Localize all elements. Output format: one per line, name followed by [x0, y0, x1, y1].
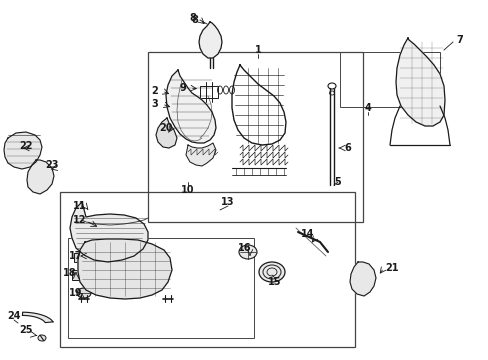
- Text: 3: 3: [151, 99, 158, 109]
- Bar: [148, 52, 362, 222]
- Ellipse shape: [77, 288, 91, 298]
- Text: 13: 13: [221, 197, 234, 207]
- Polygon shape: [349, 262, 375, 296]
- Text: 24: 24: [7, 311, 20, 321]
- Text: 11: 11: [73, 201, 86, 211]
- Bar: [339, 52, 439, 107]
- Text: 8: 8: [189, 13, 196, 23]
- Polygon shape: [165, 70, 216, 143]
- Polygon shape: [78, 239, 172, 299]
- Text: 22: 22: [19, 141, 33, 151]
- Bar: [60, 192, 354, 347]
- Polygon shape: [70, 202, 148, 262]
- Bar: [72, 270, 86, 280]
- Text: 4: 4: [364, 103, 370, 113]
- Bar: [74, 253, 86, 262]
- Text: 20: 20: [159, 123, 172, 133]
- Bar: [68, 238, 253, 338]
- Text: 23: 23: [45, 160, 59, 170]
- Bar: [200, 86, 218, 98]
- Polygon shape: [22, 312, 53, 323]
- Text: 21: 21: [385, 263, 398, 273]
- Ellipse shape: [38, 335, 46, 341]
- Text: 15: 15: [268, 277, 281, 287]
- Text: 5: 5: [334, 177, 341, 187]
- Text: 9: 9: [179, 83, 186, 93]
- Text: 2: 2: [151, 86, 158, 96]
- Text: 25: 25: [19, 325, 33, 335]
- Text: 10: 10: [181, 185, 194, 195]
- Text: 12: 12: [73, 215, 86, 225]
- Polygon shape: [27, 160, 54, 194]
- Text: 16: 16: [238, 243, 251, 253]
- Text: 18: 18: [63, 268, 77, 278]
- Text: 6: 6: [344, 143, 351, 153]
- Ellipse shape: [259, 262, 285, 282]
- Text: 14: 14: [301, 229, 314, 239]
- Text: 17: 17: [69, 251, 82, 261]
- Polygon shape: [395, 38, 444, 126]
- Polygon shape: [199, 22, 222, 58]
- Polygon shape: [185, 143, 216, 166]
- Ellipse shape: [239, 245, 257, 259]
- Text: 8: 8: [191, 15, 198, 25]
- Polygon shape: [156, 118, 177, 148]
- Text: 19: 19: [69, 288, 82, 298]
- Text: 1: 1: [254, 45, 261, 55]
- Polygon shape: [4, 132, 42, 169]
- Text: 7: 7: [456, 35, 463, 45]
